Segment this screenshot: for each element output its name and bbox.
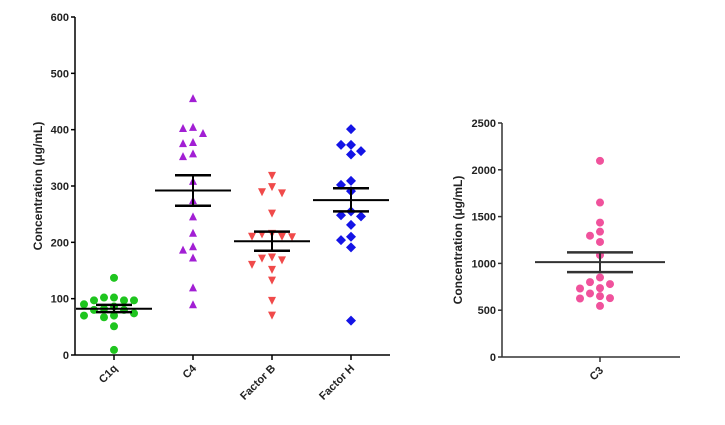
data-point — [130, 296, 138, 305]
data-point — [248, 260, 256, 269]
data-point — [80, 311, 88, 320]
y-tick-label: 600 — [51, 12, 69, 24]
data-point — [248, 232, 256, 241]
y-tick-label: 200 — [51, 237, 69, 249]
data-point — [346, 124, 356, 135]
data-point — [189, 283, 197, 292]
data-point — [110, 273, 118, 282]
data-point — [189, 138, 197, 147]
data-point — [346, 315, 356, 326]
y-tick-label: 0 — [63, 350, 69, 362]
data-point — [189, 228, 197, 237]
data-point — [110, 311, 118, 320]
data-point — [110, 293, 118, 302]
y-tick-label: 2000 — [472, 165, 496, 177]
data-point — [90, 296, 98, 305]
data-point — [336, 210, 346, 221]
data-point — [596, 218, 604, 227]
data-point — [189, 149, 197, 158]
data-point — [596, 292, 604, 301]
y-tick-label: 1500 — [472, 212, 496, 224]
y-tick-label: 300 — [51, 181, 69, 193]
data-point — [120, 296, 128, 305]
x-tick-label: C3 — [588, 365, 606, 383]
data-point — [346, 175, 356, 186]
data-point — [268, 296, 276, 305]
x-tick-label: Factor B — [238, 363, 278, 403]
data-point — [258, 188, 266, 197]
data-point — [268, 265, 276, 274]
data-point — [189, 300, 197, 309]
data-point — [586, 278, 594, 287]
data-point — [189, 94, 197, 103]
y-tick-label: 500 — [478, 305, 496, 317]
chart-panel-1: 0 500 1000 1500 2000 2500 Concentration (μg/mL… — [451, 118, 680, 383]
data-point — [356, 211, 366, 222]
y-axis-label: Concentration (μg/mL) — [451, 176, 465, 305]
data-point — [586, 231, 594, 240]
data-point — [189, 212, 197, 221]
data-point — [576, 284, 584, 293]
x-tick-label: C4 — [181, 362, 200, 381]
y-tick-label: 500 — [51, 68, 69, 80]
data-point — [268, 209, 276, 218]
y-tick-label: 100 — [51, 294, 69, 306]
data-point — [596, 273, 604, 282]
data-point — [179, 245, 187, 254]
data-point — [268, 171, 276, 180]
data-point — [189, 242, 197, 251]
data-point — [606, 280, 614, 289]
data-point — [278, 232, 286, 241]
data-point — [346, 219, 356, 230]
data-point — [336, 235, 346, 246]
x-tick-label: Factor H — [317, 363, 357, 403]
data-point — [189, 253, 197, 262]
data-point — [268, 276, 276, 285]
y-tick-label: 0 — [490, 352, 496, 364]
data-point — [346, 149, 356, 160]
data-point — [110, 322, 118, 331]
data-point — [606, 294, 614, 303]
data-point — [179, 123, 187, 132]
data-point — [258, 254, 266, 263]
data-point — [199, 129, 207, 138]
data-point — [189, 122, 197, 131]
data-point — [288, 233, 296, 242]
data-point — [336, 139, 346, 150]
data-point — [346, 231, 356, 242]
y-tick-label: 400 — [51, 125, 69, 137]
y-tick-label: 1000 — [472, 258, 496, 270]
data-point — [356, 146, 366, 157]
data-point — [586, 289, 594, 298]
data-point — [179, 152, 187, 161]
data-point — [596, 198, 604, 207]
data-point — [179, 139, 187, 148]
y-tick-label: 2500 — [472, 118, 496, 130]
data-point — [268, 311, 276, 320]
data-point — [596, 156, 604, 165]
y-axis-label: Concentration (μg/mL) — [31, 122, 45, 251]
x-tick-label: C1q — [97, 363, 120, 386]
data-point — [268, 183, 276, 192]
data-point — [596, 284, 604, 293]
data-point — [100, 313, 108, 322]
chart-panel-0: 0 100 200 300 400 500 600 Concentration (μg/mL)… — [31, 12, 390, 403]
data-point — [80, 300, 88, 309]
data-point — [268, 253, 276, 262]
data-point — [346, 139, 356, 150]
data-point — [596, 237, 604, 246]
data-point — [596, 227, 604, 236]
data-point — [596, 301, 604, 310]
data-point — [278, 256, 286, 265]
data-point — [100, 293, 108, 302]
data-point — [278, 189, 286, 198]
data-point — [346, 242, 356, 253]
data-point — [110, 345, 118, 354]
data-point — [576, 294, 584, 303]
